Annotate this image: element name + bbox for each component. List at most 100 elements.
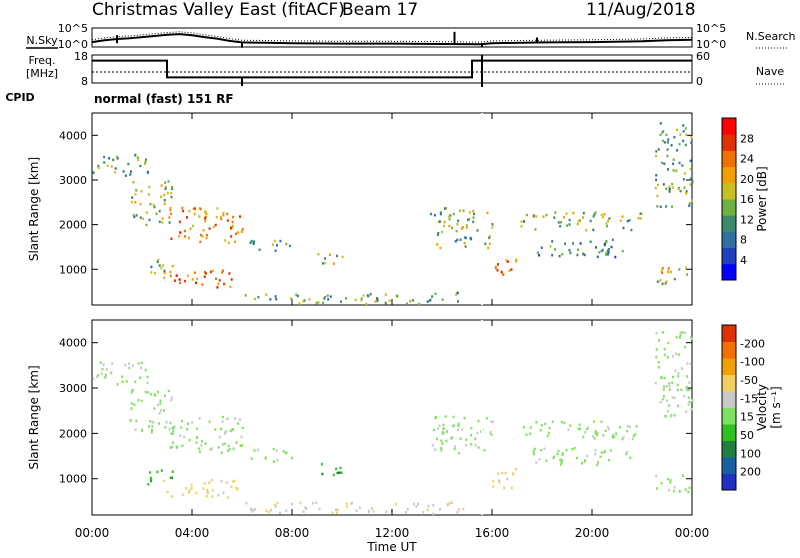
echo-cell <box>668 190 671 193</box>
echo-cell <box>336 254 338 258</box>
echo-cell <box>452 212 455 216</box>
echo-cell <box>170 445 173 449</box>
echo-cell <box>600 249 603 253</box>
echo-cell <box>655 174 658 177</box>
echo-cell <box>148 425 150 428</box>
velocity_panel-colorbar-segment <box>722 358 736 375</box>
echo-cell <box>506 477 509 481</box>
echo-cell <box>545 459 548 463</box>
echo-cell <box>587 426 590 429</box>
echo-cell <box>222 213 225 217</box>
echo-cell <box>231 225 234 229</box>
echo-cell <box>234 240 236 244</box>
echo-cell <box>360 297 363 300</box>
echo-cell <box>584 431 587 434</box>
velocity_panel-colorbar-segment <box>722 325 736 342</box>
echo-cell <box>149 419 152 423</box>
echo-cell <box>298 302 301 305</box>
echo-cell <box>241 444 243 447</box>
echo-cell <box>140 361 143 365</box>
echo-cell <box>477 446 480 449</box>
echo-cell <box>276 459 279 462</box>
echo-cell <box>172 429 175 433</box>
echo-cell <box>142 217 145 220</box>
velocity_panel-ylabel: Slant Range [km] <box>27 365 41 469</box>
echo-cell <box>457 422 460 426</box>
echo-cell <box>684 331 687 335</box>
echo-cell <box>463 241 466 245</box>
echo-cell <box>659 400 662 404</box>
echo-cell <box>477 419 480 423</box>
echo-cell <box>456 238 459 242</box>
freq-panel-frame <box>91 54 693 84</box>
echo-cell <box>427 504 430 508</box>
echo-cell <box>99 361 102 364</box>
echo-cell <box>305 507 308 511</box>
echo-cell <box>673 135 676 139</box>
noise-search-line <box>91 31 693 43</box>
echo-cell <box>559 458 562 462</box>
echo-cell <box>609 449 612 452</box>
echo-cell <box>688 486 691 490</box>
echo-cell <box>275 297 278 301</box>
echo-cell <box>542 215 545 218</box>
echo-cell <box>274 249 277 252</box>
echo-cell <box>158 412 161 415</box>
echo-cell <box>168 216 171 219</box>
echo-cell <box>148 218 151 222</box>
echo-cell <box>233 479 236 483</box>
echo-cell <box>129 173 132 176</box>
echo-cell <box>228 272 231 275</box>
echo-cell <box>682 178 685 181</box>
echo-cell <box>222 211 225 215</box>
echo-cell <box>462 226 464 229</box>
echo-cell <box>679 189 682 193</box>
echo-cell <box>186 428 189 431</box>
echo-cell <box>96 375 98 378</box>
echo-cell <box>165 421 168 424</box>
echo-cell <box>488 236 491 240</box>
echo-cell <box>235 232 238 236</box>
x-tick-label: 00:00 <box>675 526 710 540</box>
echo-cell <box>439 246 442 250</box>
echo-cell <box>105 368 108 371</box>
echo-cell <box>685 192 688 195</box>
echo-cell <box>170 195 173 199</box>
echo-cell <box>515 259 518 263</box>
power_panel-colorbar-segment <box>722 150 736 168</box>
echo-cell <box>666 385 669 388</box>
echo-cell <box>560 221 562 224</box>
echo-cell <box>479 430 482 433</box>
echo-cell <box>369 292 372 296</box>
echo-cell <box>429 298 432 302</box>
echo-cell <box>503 486 506 490</box>
echo-cell <box>667 267 670 270</box>
echo-cell <box>168 427 171 431</box>
echo-cell <box>205 233 208 237</box>
echo-cell <box>236 488 239 491</box>
power_panel-colorbar-segment <box>722 118 736 135</box>
echo-cell <box>594 449 597 452</box>
freq-tick-18: 18 <box>74 50 88 63</box>
echo-cell <box>621 437 624 441</box>
velocity_panel-colorbar-frame <box>721 324 737 491</box>
echo-cell <box>175 445 178 448</box>
echo-cell <box>221 271 224 274</box>
echo-cell <box>219 215 222 219</box>
echo-cell <box>446 430 448 433</box>
echo-cell <box>329 253 331 256</box>
echo-cell <box>686 375 688 378</box>
velocity_panel-colorbar-unit: [m s⁻¹] <box>769 386 783 428</box>
echo-cell <box>630 228 633 232</box>
echo-cell <box>688 400 691 404</box>
echo-cell <box>170 191 173 195</box>
velocity_panel-colorbar-tick: 15 <box>740 411 754 424</box>
echo-cell <box>545 213 548 217</box>
echo-cell <box>338 471 341 474</box>
echo-cell <box>654 186 657 190</box>
echo-cell <box>158 264 161 267</box>
echo-cell <box>384 301 387 305</box>
echo-cell <box>222 415 224 419</box>
echo-cell <box>605 253 607 256</box>
echo-cell <box>459 209 461 212</box>
